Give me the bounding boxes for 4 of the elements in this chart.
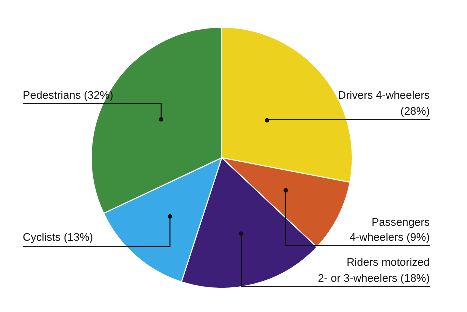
slice-label: Cyclists (13%)	[23, 232, 94, 244]
slice-label: Riders motorized 2- or 3-wheelers (18%)	[318, 257, 430, 286]
slice-label: Drivers 4-wheelers (28%)	[338, 90, 430, 118]
slice-label: Passengers 4-wheelers (9%)	[350, 217, 430, 244]
